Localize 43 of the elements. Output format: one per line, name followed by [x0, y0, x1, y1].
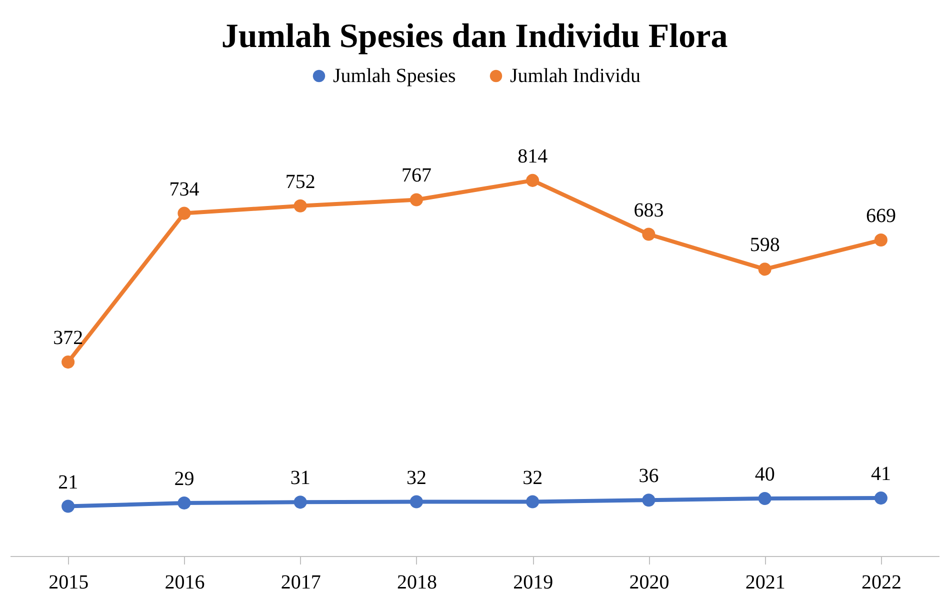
data-label: 752	[285, 170, 316, 193]
x-tick-label: 2018	[396, 572, 437, 594]
data-label: 767	[401, 164, 432, 187]
point	[410, 193, 423, 206]
point	[62, 500, 75, 513]
x-tick-label: 2016	[164, 572, 205, 594]
point	[874, 492, 888, 505]
data-label: 21	[58, 471, 78, 494]
point	[178, 206, 191, 220]
point	[526, 495, 540, 508]
point	[294, 496, 307, 509]
chart-title: Jumlah Spesies dan Individu Flora	[221, 18, 728, 55]
data-label: 36	[638, 465, 659, 488]
x-tick-label: 2020	[629, 572, 670, 594]
point	[642, 228, 656, 241]
point	[62, 356, 75, 369]
point	[758, 262, 772, 276]
x-tick-label: 2021	[745, 572, 786, 594]
data-label: 41	[870, 463, 891, 486]
legend-label: Jumlah Spesies	[333, 65, 456, 87]
data-label: 683	[634, 199, 664, 222]
data-label: 32	[522, 466, 543, 489]
point	[642, 494, 656, 507]
data-label: 669	[866, 205, 896, 228]
data-label: 32	[406, 466, 426, 489]
point	[526, 174, 540, 187]
data-label: 814	[518, 145, 548, 168]
x-tick-label: 2017	[280, 572, 321, 594]
point	[758, 492, 772, 505]
point	[294, 199, 307, 212]
point	[178, 496, 191, 510]
data-label: 734	[169, 178, 200, 200]
point	[874, 234, 888, 247]
x-tick-label: 2022	[861, 572, 902, 594]
x-tick-label: 2019	[513, 572, 554, 594]
data-label: 372	[53, 327, 84, 350]
x-tick-label: 2015	[48, 572, 89, 594]
data-label: 598	[750, 234, 780, 256]
legend-label: Jumlah Individu	[510, 65, 641, 87]
point	[410, 495, 423, 508]
data-label: 40	[754, 463, 775, 486]
data-label: 29	[174, 468, 194, 490]
data-label: 31	[290, 467, 310, 490]
